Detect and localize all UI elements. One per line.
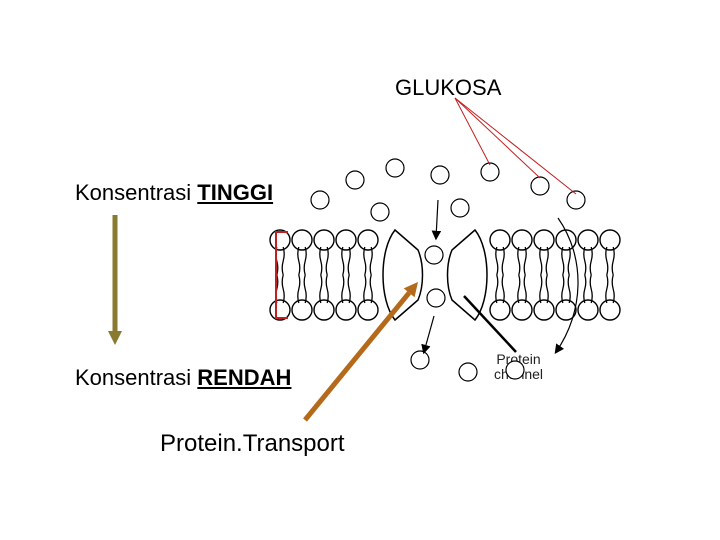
membrane-diagram [0, 0, 720, 540]
